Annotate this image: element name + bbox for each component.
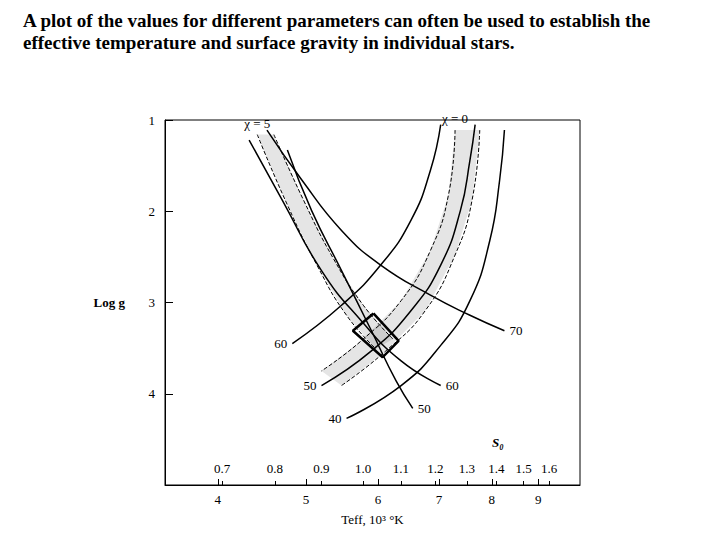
svg-text:4: 4 bbox=[149, 386, 156, 401]
svg-text:A plot of the values for diffe: A plot of the values for different param… bbox=[23, 10, 655, 31]
svg-text:1.6: 1.6 bbox=[541, 461, 558, 476]
svg-text:χ = 0: χ = 0 bbox=[441, 111, 468, 126]
svg-text:5: 5 bbox=[303, 492, 310, 507]
svg-text:9: 9 bbox=[535, 492, 542, 507]
svg-text:0.9: 0.9 bbox=[313, 461, 329, 476]
svg-text:0.7: 0.7 bbox=[214, 461, 231, 476]
svg-text:1.1: 1.1 bbox=[393, 461, 409, 476]
svg-text:Log g: Log g bbox=[94, 295, 126, 310]
svg-text:60: 60 bbox=[446, 378, 459, 393]
svg-text:2: 2 bbox=[149, 204, 156, 219]
svg-text:1: 1 bbox=[149, 113, 156, 128]
svg-text:1.5: 1.5 bbox=[515, 461, 531, 476]
svg-text:3: 3 bbox=[149, 295, 156, 310]
svg-text:4: 4 bbox=[215, 492, 222, 507]
svg-text:50: 50 bbox=[418, 401, 431, 416]
svg-text:Teff, 10³ °K: Teff, 10³ °K bbox=[341, 512, 404, 527]
svg-text:8: 8 bbox=[489, 492, 496, 507]
svg-text:0.8: 0.8 bbox=[267, 461, 283, 476]
svg-text:70: 70 bbox=[509, 323, 522, 338]
svg-text:S₀: S₀ bbox=[492, 435, 504, 450]
svg-text:60: 60 bbox=[274, 336, 287, 351]
svg-text:6: 6 bbox=[375, 492, 382, 507]
svg-text:50: 50 bbox=[303, 378, 316, 393]
svg-text:effective temperature and surf: effective temperature and surface gravit… bbox=[23, 32, 514, 53]
svg-text:χ = 5: χ = 5 bbox=[243, 116, 270, 131]
svg-text:40: 40 bbox=[329, 411, 342, 426]
svg-text:1.2: 1.2 bbox=[427, 461, 443, 476]
svg-text:1.4: 1.4 bbox=[488, 461, 505, 476]
svg-text:7: 7 bbox=[436, 492, 443, 507]
svg-text:1.3: 1.3 bbox=[459, 461, 475, 476]
svg-text:1.0: 1.0 bbox=[355, 461, 371, 476]
